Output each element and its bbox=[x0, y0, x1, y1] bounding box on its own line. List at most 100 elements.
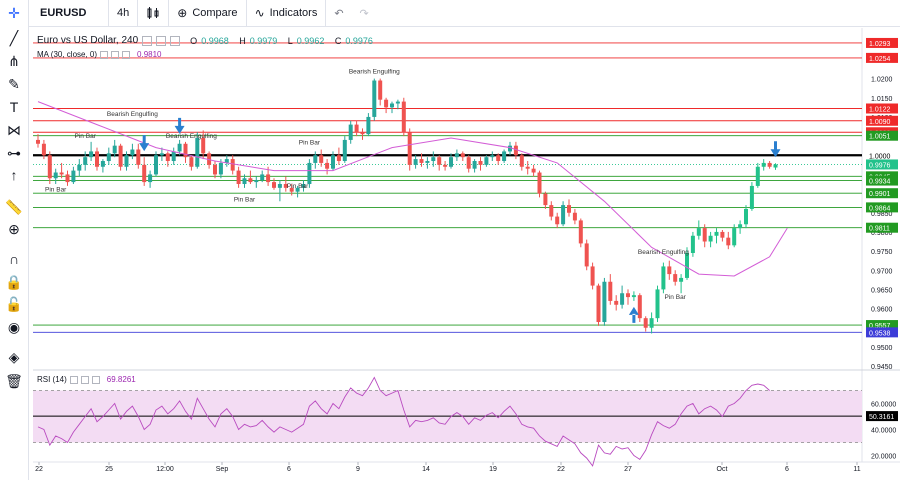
level-price-tag bbox=[866, 130, 898, 141]
candle-body bbox=[224, 159, 229, 163]
level-price-label: 1.0000 bbox=[869, 153, 891, 160]
layers-icon[interactable]: ◈ bbox=[8, 349, 20, 365]
eye-icon[interactable]: ◉ bbox=[7, 319, 21, 335]
zoom-in-icon[interactable]: ⊕ bbox=[8, 221, 20, 237]
text-icon[interactable]: T bbox=[9, 99, 19, 115]
x-tick-label: 22 bbox=[557, 466, 565, 473]
candle-body bbox=[295, 187, 300, 192]
candle-body bbox=[83, 157, 88, 165]
candle-body bbox=[773, 164, 778, 168]
unlock-icon[interactable]: 🔓 bbox=[5, 296, 23, 312]
top-toolbar: EURUSD 4h ⊕ Compare ∿ Indicators ↶ ↷ bbox=[0, 0, 900, 27]
arrow-up-icon[interactable]: ↑ bbox=[10, 167, 18, 183]
candle-body bbox=[360, 132, 365, 135]
chart-type-button[interactable] bbox=[138, 0, 170, 26]
candle-body bbox=[254, 180, 259, 183]
undo-button[interactable]: ↶ bbox=[326, 0, 351, 26]
trash-icon[interactable]: 🗑 bbox=[5, 373, 23, 389]
y-tick-label: 0.9850 bbox=[871, 211, 893, 218]
pattern-annotation: Bearish Engulfing bbox=[638, 249, 689, 256]
candle-body bbox=[348, 124, 353, 140]
candle-body bbox=[71, 170, 76, 183]
ruler-icon[interactable]: 📏 bbox=[5, 199, 23, 215]
candle-body bbox=[584, 243, 589, 267]
current-price-tag bbox=[866, 159, 898, 170]
pattern-annotation: Bearish Engulfing bbox=[349, 69, 400, 76]
candle-body bbox=[201, 138, 206, 154]
x-tick-label: 9 bbox=[356, 466, 360, 473]
undo-icon: ↶ bbox=[334, 7, 344, 20]
y-tick-label: 1.0150 bbox=[871, 96, 893, 103]
crosshair-icon[interactable]: ✛ bbox=[8, 5, 20, 21]
ma-settings-icon[interactable] bbox=[111, 50, 120, 59]
candle-body bbox=[502, 151, 507, 162]
level-price-tag bbox=[866, 327, 898, 338]
level-price-label: 1.0293 bbox=[869, 41, 891, 48]
rsi-settings-icon[interactable] bbox=[80, 375, 89, 384]
indicators-button[interactable]: ∿ Indicators bbox=[247, 0, 327, 26]
candle-body bbox=[242, 178, 247, 185]
pattern-annotation: Pin Bar bbox=[299, 140, 321, 147]
level-price-label: 1.0051 bbox=[869, 134, 891, 141]
pattern-annotation: Bearish Engulfing bbox=[166, 133, 217, 140]
candle-body bbox=[708, 235, 713, 242]
candle-body bbox=[331, 155, 335, 169]
brush-icon[interactable]: ✎ bbox=[8, 76, 20, 92]
candle-body bbox=[177, 143, 182, 152]
open-value: 0.9968 bbox=[201, 35, 229, 46]
candle-body bbox=[266, 174, 271, 183]
interval-button[interactable]: 4h bbox=[109, 0, 139, 26]
series-title: Euro vs US Dollar, 240 bbox=[37, 35, 139, 46]
low-value: 0.9962 bbox=[296, 35, 325, 46]
pitchfork-icon[interactable]: ⋔ bbox=[8, 53, 20, 69]
level-price-label: 0.9538 bbox=[869, 330, 891, 337]
magnet-icon[interactable]: ∩ bbox=[8, 251, 20, 267]
prediction-icon[interactable]: ⊶ bbox=[7, 145, 21, 161]
compare-button[interactable]: ⊕ Compare bbox=[169, 0, 247, 26]
redo-button[interactable]: ↷ bbox=[352, 0, 377, 26]
candle-body bbox=[425, 161, 430, 163]
candle-body bbox=[690, 235, 695, 254]
candle-body bbox=[460, 153, 465, 158]
lock-icon[interactable]: 🔒 bbox=[5, 274, 23, 290]
candle-body bbox=[738, 224, 743, 229]
pattern-icon[interactable]: ⋈ bbox=[7, 122, 21, 138]
x-tick-label: 6 bbox=[785, 466, 789, 473]
candle-body bbox=[319, 155, 324, 163]
y-tick-label: 0.9800 bbox=[871, 230, 893, 237]
ma-visibility-icon[interactable] bbox=[100, 50, 109, 59]
candle-body bbox=[118, 145, 123, 167]
candle-body bbox=[761, 162, 766, 167]
candle-body bbox=[419, 159, 424, 163]
legend-visibility-icon[interactable] bbox=[142, 35, 153, 46]
symbol-search-button[interactable]: EURUSD bbox=[0, 0, 109, 26]
down-arrow-marker bbox=[139, 135, 150, 152]
candle-body bbox=[124, 155, 129, 167]
candle-body bbox=[272, 182, 276, 188]
legend-settings-icon[interactable] bbox=[156, 35, 167, 46]
candle-body bbox=[472, 161, 477, 169]
candle-body bbox=[431, 157, 436, 162]
ma-close-icon[interactable] bbox=[122, 50, 131, 59]
candle-body bbox=[744, 208, 748, 225]
rsi-visibility-icon[interactable] bbox=[69, 375, 78, 384]
candle-body bbox=[443, 164, 448, 167]
level-price-tag bbox=[866, 188, 898, 199]
rsi-close-icon[interactable] bbox=[91, 375, 100, 384]
candle-body bbox=[307, 162, 312, 185]
candle-body bbox=[106, 153, 111, 162]
low-label: L bbox=[287, 35, 293, 46]
candle-body bbox=[490, 155, 495, 158]
y-tick-label: 0.9750 bbox=[871, 249, 893, 256]
candle-body bbox=[378, 80, 383, 100]
rsi-current-label: 50.3161 bbox=[869, 414, 894, 421]
legend-close-icon[interactable] bbox=[170, 35, 181, 46]
candle-body bbox=[513, 145, 518, 156]
candle-body bbox=[183, 143, 188, 158]
ma-line bbox=[37, 101, 788, 277]
ma-value: 0.9810 bbox=[137, 50, 162, 59]
trend-line-icon[interactable]: ╱ bbox=[9, 30, 19, 46]
candle-body bbox=[679, 277, 684, 282]
candle-body bbox=[643, 318, 648, 328]
